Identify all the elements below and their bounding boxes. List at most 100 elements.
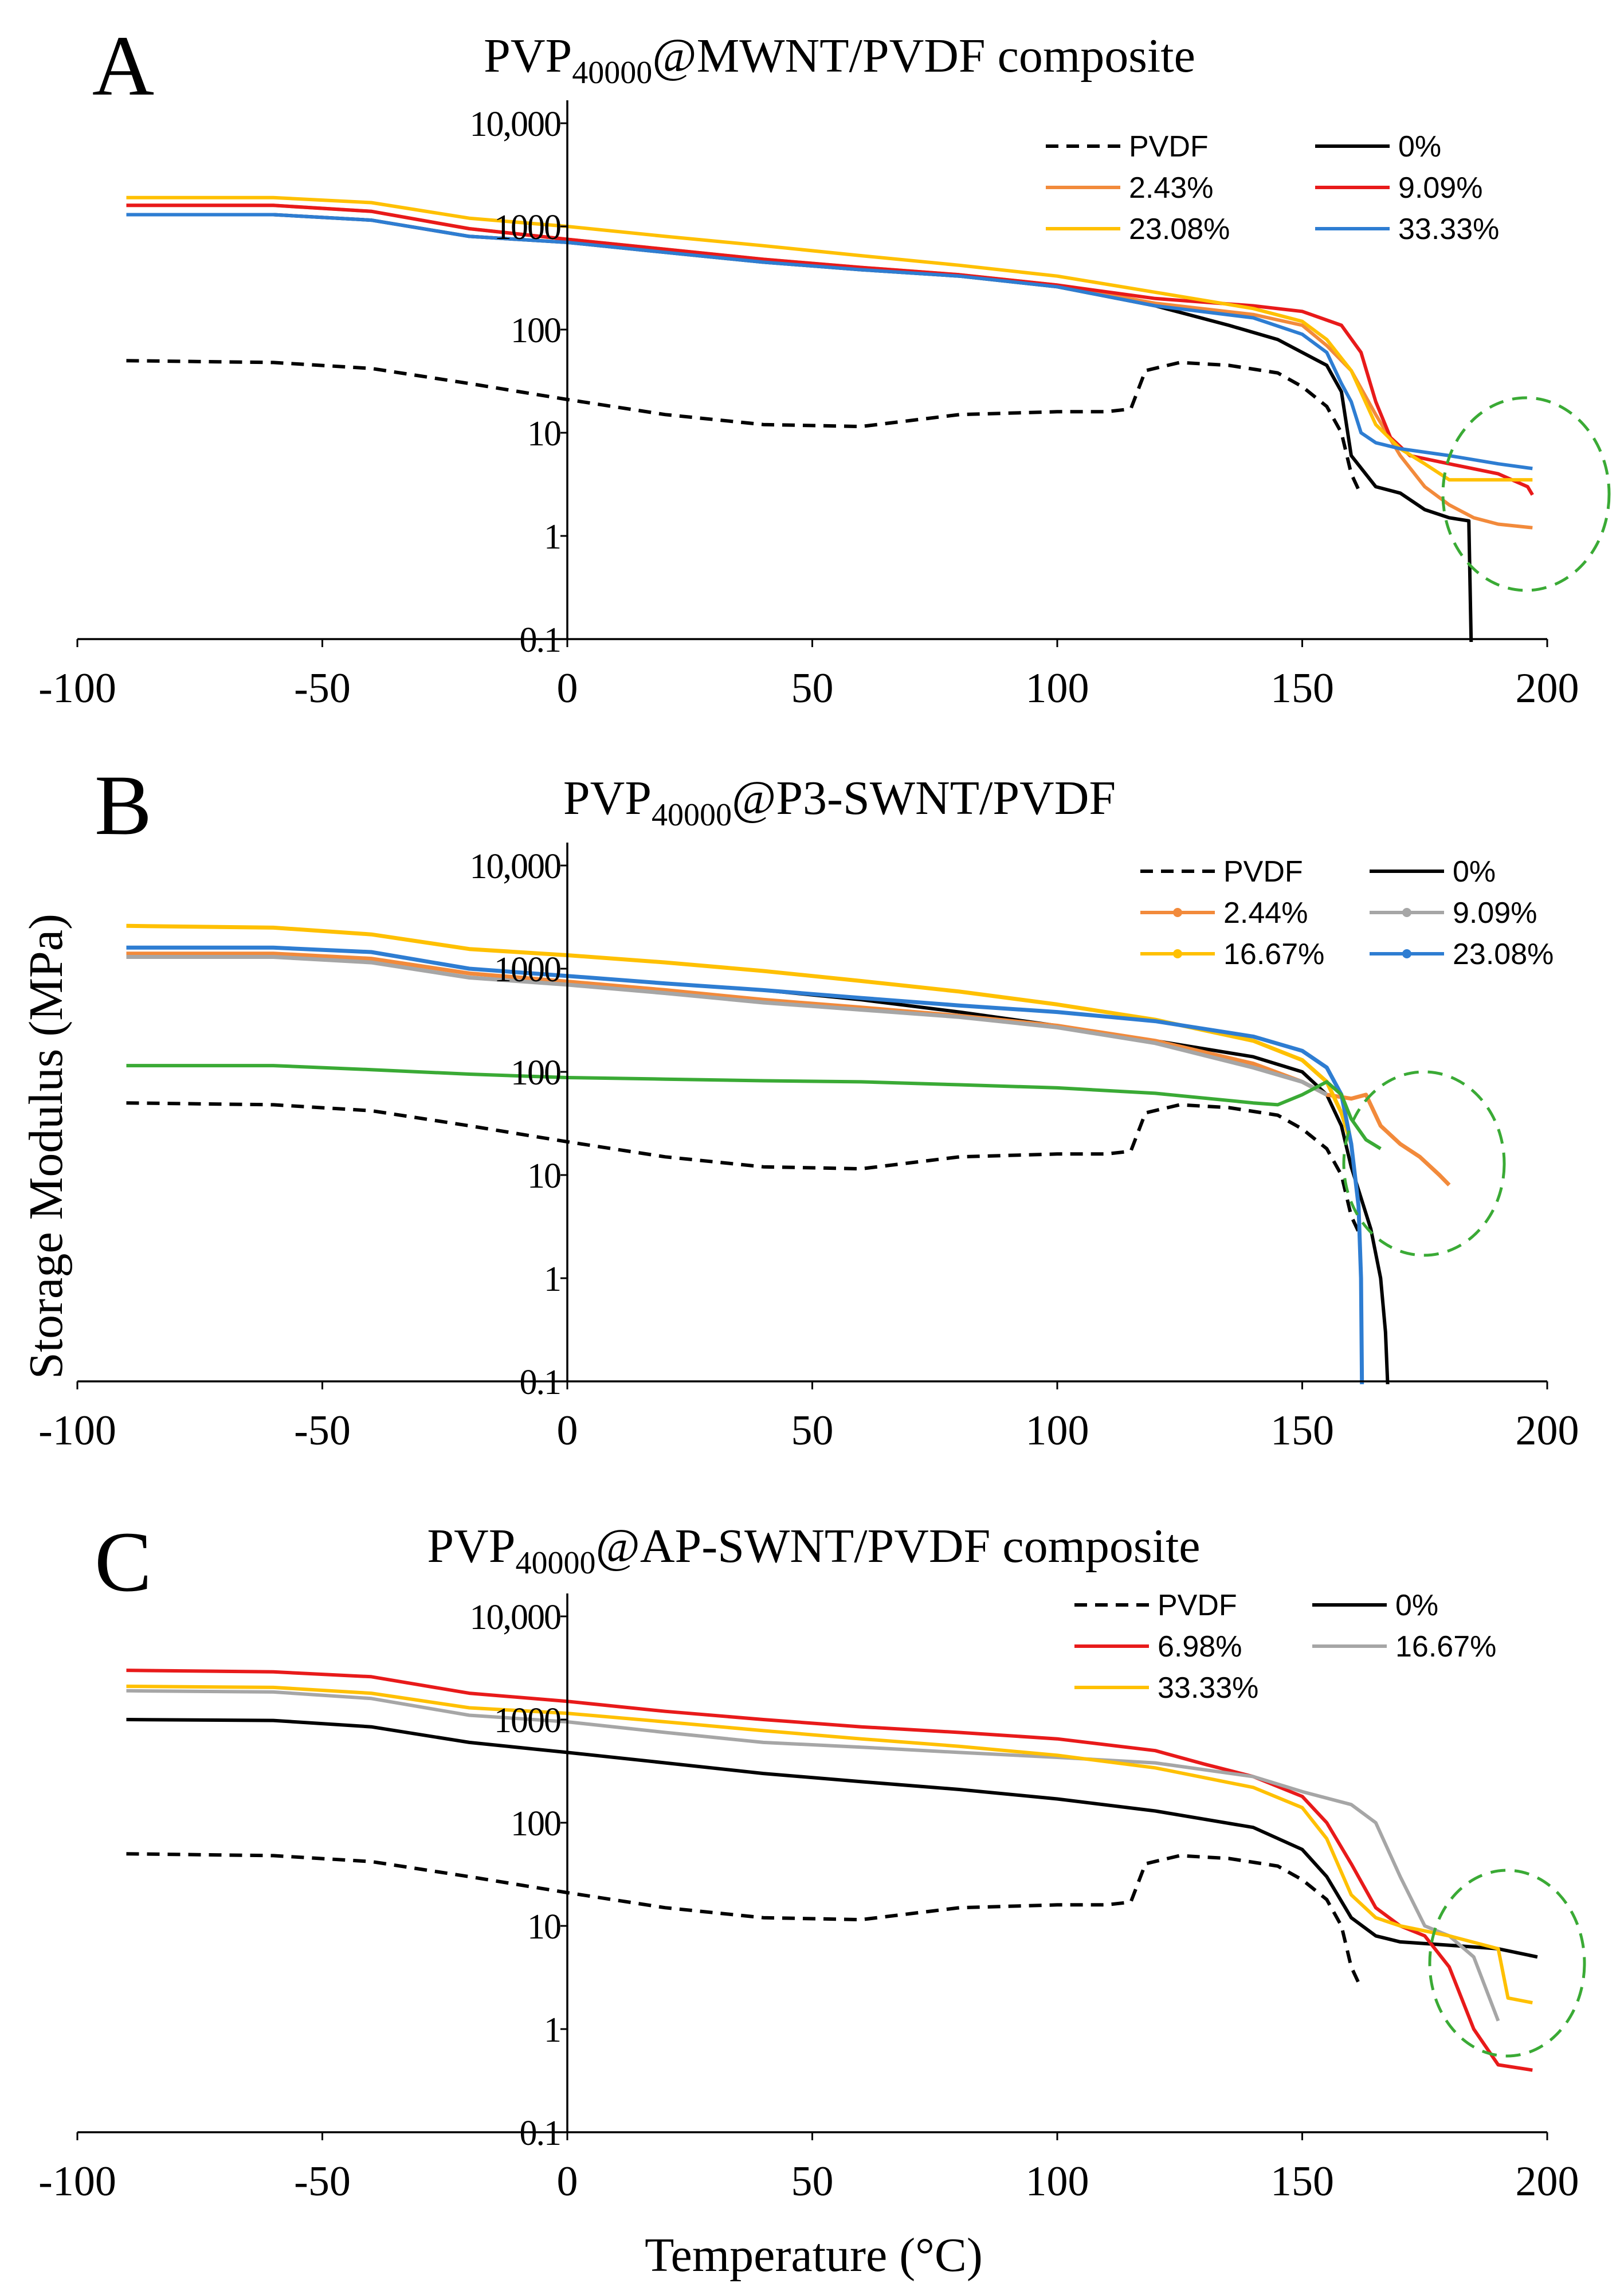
- panel-title: PVP40000@MWNT/PVDF composite: [484, 29, 1195, 91]
- y-tick-label: 1000: [494, 950, 560, 989]
- y-tick-label: 100: [511, 311, 560, 350]
- y-tick-label: 10,000: [470, 105, 561, 144]
- y-tick-label: 1: [544, 2011, 560, 2050]
- y-tick-label: 10: [527, 414, 560, 453]
- x-tick-label: 100: [1026, 2158, 1089, 2205]
- legend-label: 16.67%: [1223, 938, 1324, 971]
- series-line-unlabeled-6: [126, 1064, 1382, 1150]
- legend-label: 9.09%: [1453, 896, 1537, 930]
- y-tick-label: 10: [527, 1908, 560, 1947]
- panel-C: C PVP40000@AP-SWNT/PVDF composite -100 -50 0…: [38, 1514, 1586, 2205]
- panel-title: PVP40000@AP-SWNT/PVDF composite: [427, 1520, 1200, 1581]
- series-line-3333: [126, 1685, 1533, 2005]
- series-line-698: [126, 1669, 1533, 2072]
- y-tick-label: 10,000: [470, 847, 561, 886]
- title-main: PVP: [563, 772, 652, 825]
- y-tick-label: 0.1: [520, 2114, 561, 2153]
- y-tick-label: 0.1: [520, 621, 561, 660]
- series-line-0: [126, 1718, 1538, 1959]
- legend-label: 33.33%: [1398, 213, 1499, 246]
- x-tick-label: 50: [791, 665, 834, 712]
- legend-label: 0%: [1395, 1589, 1438, 1622]
- y-tick-label: 1000: [494, 208, 560, 247]
- y-tick-label: 1000: [494, 1701, 560, 1740]
- legend-label: 0%: [1453, 855, 1496, 888]
- series-line-909: [126, 955, 1328, 1096]
- series-line-2308: [126, 945, 1364, 1384]
- series-group: [126, 923, 1451, 1384]
- series-line-PVDF: [126, 1852, 1363, 1989]
- x-tick-label: 0: [557, 665, 578, 712]
- y-axis-title: Storage Modulus (MPa): [19, 914, 73, 1379]
- x-tick-label: -100: [38, 665, 116, 712]
- x-tick-label: 0: [557, 2158, 578, 2205]
- series-line-909: [126, 203, 1534, 496]
- x-tick-label: 150: [1270, 665, 1334, 712]
- legend-label: 2.43%: [1129, 171, 1213, 205]
- legend-label: 23.08%: [1453, 938, 1554, 971]
- title-rest: @P3-SWNT/PVDF: [732, 772, 1116, 825]
- highlight-ellipse: [1342, 1070, 1506, 1257]
- x-tick-label: 150: [1270, 1407, 1334, 1454]
- legend-marker: [1402, 908, 1411, 917]
- y-tick-label: 100: [511, 1054, 560, 1092]
- series-line-1667: [126, 1689, 1500, 2022]
- x-tick-label: 200: [1516, 2158, 1579, 2205]
- panel-A: A PVP40000@MWNT/PVDF composite -100 -50 0 50 1…: [38, 18, 1611, 712]
- panel-letter: C: [95, 1514, 152, 1609]
- x-tick-label: 100: [1026, 1407, 1089, 1454]
- x-tick-label: -50: [294, 665, 351, 712]
- legend-label: 23.08%: [1129, 213, 1230, 246]
- legend-label: 0%: [1398, 130, 1441, 163]
- x-tick-label: 200: [1516, 665, 1579, 712]
- x-tick-label: 100: [1026, 665, 1089, 712]
- series-line-1667: [126, 923, 1354, 1145]
- x-tick-label: -100: [38, 2158, 116, 2205]
- highlight-ellipse: [1428, 1869, 1586, 2058]
- panels: A PVP40000@MWNT/PVDF composite-100 -50 0 50 1…: [38, 18, 1611, 2205]
- title-subscript: 40000: [652, 797, 732, 833]
- series-line-PVDF: [126, 359, 1363, 496]
- x-tick-label: 50: [791, 1407, 834, 1454]
- panel-letter: A: [92, 18, 154, 113]
- series-group: [126, 1669, 1538, 2072]
- title-subscript: 40000: [516, 1545, 596, 1581]
- series-group: [126, 195, 1534, 642]
- y-tick-label: 1: [544, 1260, 560, 1299]
- title-main: PVP: [484, 29, 572, 83]
- legend-label: PVDF: [1158, 1589, 1237, 1622]
- legend-label: 9.09%: [1398, 171, 1482, 205]
- x-axis-title: Temperature (°C): [645, 2229, 983, 2282]
- title-rest: @AP-SWNT/PVDF composite: [596, 1520, 1201, 1573]
- title-rest: @MWNT/PVDF composite: [652, 29, 1195, 83]
- panel-B: B PVP40000@P3-SWNT/PVDF -100 -50 0 50 100 150 20…: [38, 758, 1579, 1454]
- series-line-2308: [126, 195, 1533, 482]
- y-tick-label: 0.1: [520, 1363, 561, 1402]
- legend-marker: [1173, 949, 1182, 958]
- series-line-0: [126, 213, 1473, 642]
- panel-title: PVP40000@P3-SWNT/PVDF: [563, 772, 1116, 833]
- legend-label: 33.33%: [1158, 1671, 1258, 1705]
- title-subscript: 40000: [572, 55, 652, 91]
- legend-label: PVDF: [1223, 855, 1303, 888]
- y-tick-label: 100: [511, 1804, 560, 1843]
- series-line-PVDF: [126, 1101, 1363, 1238]
- x-tick-label: 200: [1516, 1407, 1579, 1454]
- highlight-ellipse: [1441, 396, 1611, 592]
- x-tick-label: 150: [1270, 2158, 1334, 2205]
- legend-label: 2.44%: [1223, 896, 1308, 930]
- legend-label: PVDF: [1129, 130, 1209, 163]
- x-tick-label: 0: [557, 1407, 578, 1454]
- legend-marker: [1402, 949, 1411, 958]
- series-line-244: [126, 951, 1451, 1186]
- y-tick-label: 10,000: [470, 1598, 561, 1637]
- legend-label: 6.98%: [1158, 1630, 1242, 1663]
- x-tick-label: -50: [294, 1407, 351, 1454]
- y-tick-label: 10: [527, 1157, 560, 1196]
- panel-letter: B: [95, 758, 152, 853]
- x-tick-label: 50: [791, 2158, 834, 2205]
- y-tick-label: 1: [544, 518, 560, 557]
- x-tick-label: -100: [38, 1407, 116, 1454]
- series-line-3333: [126, 213, 1533, 471]
